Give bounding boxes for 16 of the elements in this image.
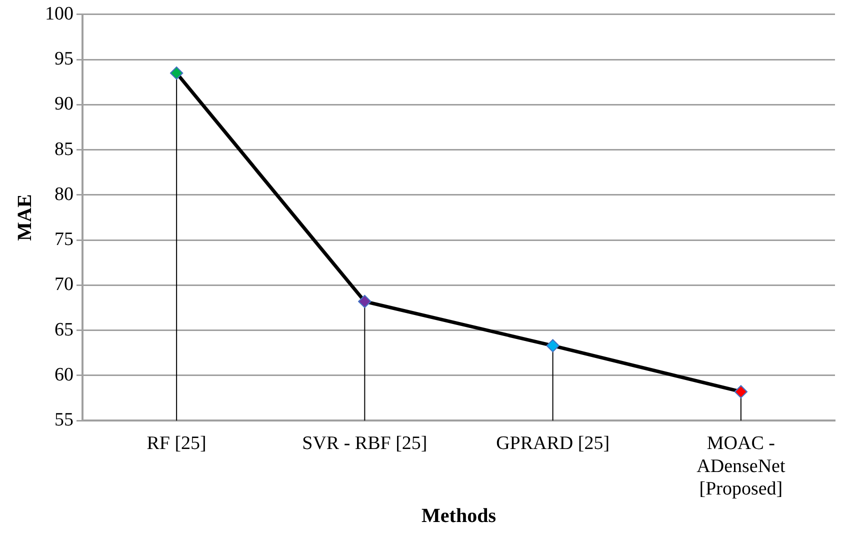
y-tick-label: 55: [54, 410, 74, 431]
y-tick-label: 70: [54, 274, 74, 296]
x-tick-label: MOAC - ADenseNet [Proposed]: [696, 432, 786, 500]
y-tick-label: 75: [54, 229, 74, 250]
x-axis-title: Methods: [422, 505, 496, 528]
x-tick-label: SVR - RBF [25]: [302, 432, 428, 454]
y-tick-label: 100: [45, 3, 74, 24]
y-tick-label: 85: [54, 138, 74, 160]
y-axis-title: MAE: [14, 194, 36, 241]
y-tick-label: 65: [54, 319, 74, 340]
y-tick-label: 95: [54, 48, 74, 70]
y-tick-label: 90: [54, 94, 74, 115]
x-tick-label: RF [25]: [146, 432, 206, 454]
y-tick-label: 60: [54, 364, 74, 386]
x-tick-label: GPRARD [25]: [496, 432, 610, 454]
y-tick-label: 80: [54, 184, 74, 205]
